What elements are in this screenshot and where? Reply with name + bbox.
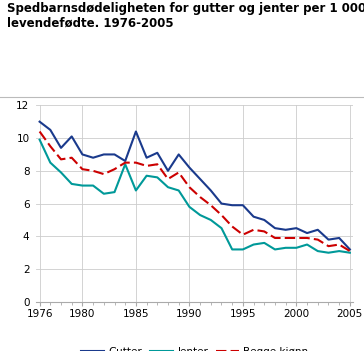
Begge kjønn <box>102 172 106 176</box>
Jenter <box>166 185 170 189</box>
Jenter <box>230 247 234 252</box>
Jenter <box>273 247 277 252</box>
Begge kjønn <box>112 167 117 171</box>
Begge kjønn <box>134 160 138 165</box>
Gutter <box>112 152 117 157</box>
Jenter <box>187 205 191 209</box>
Jenter <box>241 247 245 252</box>
Gutter <box>209 188 213 193</box>
Begge kjønn <box>326 244 331 248</box>
Legend: Gutter, Jenter, Begge kjønn: Gutter, Jenter, Begge kjønn <box>77 343 313 351</box>
Gutter <box>316 228 320 232</box>
Begge kjønn <box>230 224 234 229</box>
Jenter <box>155 175 159 179</box>
Begge kjønn <box>48 144 52 148</box>
Jenter <box>134 188 138 193</box>
Begge kjønn <box>59 157 63 161</box>
Begge kjønn <box>166 177 170 181</box>
Begge kjønn <box>316 238 320 242</box>
Begge kjønn <box>305 236 309 240</box>
Begge kjønn <box>284 236 288 240</box>
Gutter <box>59 146 63 150</box>
Gutter <box>198 177 202 181</box>
Begge kjønn <box>145 164 149 168</box>
Begge kjønn <box>123 160 127 165</box>
Jenter <box>284 246 288 250</box>
Gutter <box>123 159 127 163</box>
Begge kjønn <box>294 236 298 240</box>
Jenter <box>316 249 320 253</box>
Jenter <box>348 251 352 255</box>
Jenter <box>294 246 298 250</box>
Jenter <box>305 243 309 247</box>
Begge kjønn <box>252 228 256 232</box>
Jenter <box>91 184 95 188</box>
Gutter <box>80 152 84 157</box>
Gutter <box>91 155 95 160</box>
Gutter <box>273 226 277 230</box>
Text: Spedbarnsdødeligheten for gutter og jenter per 1 000
levendefødte. 1976-2005: Spedbarnsdødeligheten for gutter og jent… <box>7 2 364 30</box>
Gutter <box>294 226 298 230</box>
Jenter <box>59 170 63 174</box>
Begge kjønn <box>177 170 181 174</box>
Jenter <box>337 249 341 253</box>
Gutter <box>241 203 245 207</box>
Gutter <box>134 130 138 134</box>
Gutter <box>37 120 42 124</box>
Jenter <box>252 243 256 247</box>
Gutter <box>155 151 159 155</box>
Gutter <box>262 218 266 222</box>
Jenter <box>219 226 223 230</box>
Gutter <box>187 165 191 170</box>
Jenter <box>80 184 84 188</box>
Jenter <box>112 190 117 194</box>
Jenter <box>102 192 106 196</box>
Gutter <box>326 238 331 242</box>
Line: Jenter: Jenter <box>40 140 350 253</box>
Line: Gutter: Gutter <box>40 122 350 250</box>
Jenter <box>123 162 127 166</box>
Jenter <box>48 160 52 165</box>
Jenter <box>262 241 266 245</box>
Gutter <box>348 247 352 252</box>
Gutter <box>48 128 52 132</box>
Jenter <box>37 138 42 142</box>
Begge kjønn <box>198 195 202 199</box>
Begge kjønn <box>187 185 191 189</box>
Jenter <box>198 213 202 217</box>
Gutter <box>284 228 288 232</box>
Begge kjønn <box>273 236 277 240</box>
Begge kjønn <box>209 203 213 207</box>
Begge kjønn <box>91 169 95 173</box>
Jenter <box>177 188 181 193</box>
Gutter <box>305 231 309 235</box>
Gutter <box>219 201 223 206</box>
Jenter <box>70 182 74 186</box>
Begge kjønn <box>155 162 159 166</box>
Begge kjønn <box>70 155 74 160</box>
Begge kjønn <box>337 243 341 247</box>
Gutter <box>145 155 149 160</box>
Begge kjønn <box>348 249 352 253</box>
Line: Begge kjønn: Begge kjønn <box>40 132 350 251</box>
Gutter <box>102 152 106 157</box>
Begge kjønn <box>80 167 84 171</box>
Jenter <box>326 251 331 255</box>
Gutter <box>70 134 74 139</box>
Begge kjønn <box>262 229 266 233</box>
Gutter <box>337 236 341 240</box>
Gutter <box>177 152 181 157</box>
Jenter <box>145 174 149 178</box>
Gutter <box>230 203 234 207</box>
Begge kjønn <box>219 213 223 217</box>
Begge kjønn <box>241 233 245 237</box>
Jenter <box>209 218 213 222</box>
Begge kjønn <box>37 130 42 134</box>
Gutter <box>166 169 170 173</box>
Gutter <box>252 214 256 219</box>
